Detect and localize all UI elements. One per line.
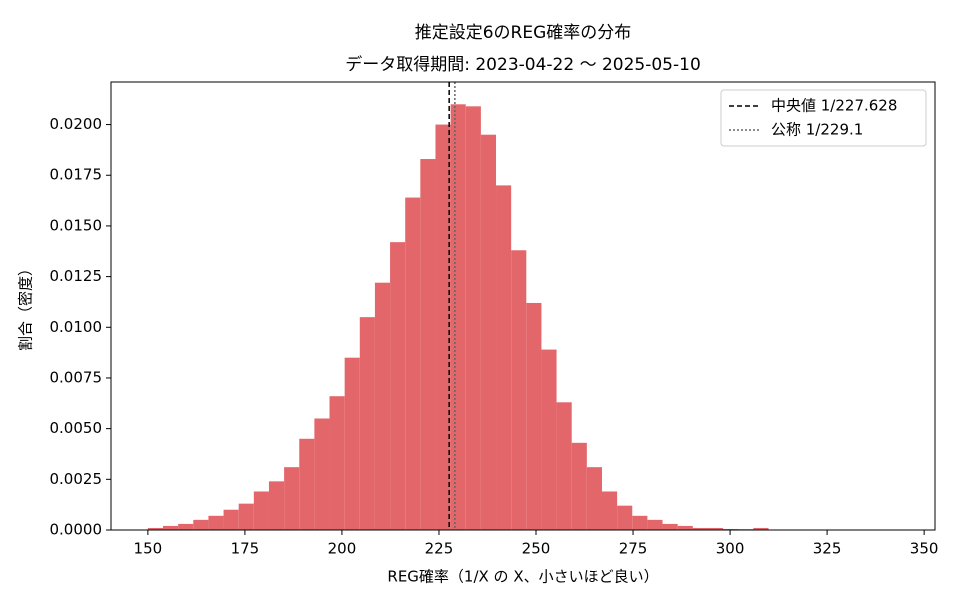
bar <box>753 527 769 530</box>
bar <box>556 402 572 530</box>
bar <box>238 503 254 530</box>
x-tick-label: 275 <box>619 540 648 558</box>
bar <box>723 528 739 530</box>
x-axis-label: REG確率（1/X の X、小さいほど良い） <box>387 568 658 586</box>
y-tick-label: 0.0125 <box>50 267 103 285</box>
x-tick-label: 250 <box>522 540 551 558</box>
bar <box>374 282 391 530</box>
plot-frame <box>110 81 936 531</box>
bar <box>163 525 179 530</box>
x-tick-label: 325 <box>813 540 842 558</box>
bar <box>450 104 466 530</box>
bar <box>677 525 693 530</box>
bar <box>147 527 164 530</box>
bar <box>496 185 512 530</box>
x-tick-label: 225 <box>425 540 454 558</box>
bar <box>632 515 648 530</box>
bar <box>662 523 678 530</box>
bar <box>586 467 602 530</box>
bar <box>465 106 481 530</box>
y-tick-label: 0.0200 <box>50 115 103 133</box>
y-tick-label: 0.0075 <box>50 368 103 386</box>
bar <box>480 134 497 531</box>
x-tick-label: 150 <box>134 540 163 558</box>
bar <box>208 515 224 530</box>
bar <box>268 481 285 530</box>
bar <box>707 527 724 530</box>
bar <box>178 523 194 530</box>
legend-box <box>720 89 927 147</box>
bar <box>511 250 527 530</box>
y-tick-label: 0.0150 <box>50 216 103 234</box>
y-tick-label: 0.0025 <box>50 470 103 488</box>
x-tick-label: 350 <box>910 540 939 558</box>
bar <box>571 442 587 530</box>
legend-label: 公称 1/229.1 <box>771 121 863 139</box>
bar <box>223 509 239 530</box>
chart-title: 推定設定6のREG確率の分布 <box>415 23 632 43</box>
bar <box>253 491 269 530</box>
bar <box>299 438 315 530</box>
bar <box>647 519 663 530</box>
bar <box>526 302 542 530</box>
bar <box>420 159 436 530</box>
bar <box>314 418 330 530</box>
x-tick-label: 200 <box>328 540 357 558</box>
bar <box>359 317 375 530</box>
y-axis-label: 割合（密度） <box>17 261 35 351</box>
bar <box>601 491 618 530</box>
bar <box>284 467 300 530</box>
y-tick-label: 0.0175 <box>50 166 103 184</box>
x-tick-label: 175 <box>231 540 260 558</box>
bar <box>405 197 421 530</box>
bar <box>692 527 708 530</box>
bar <box>329 396 345 530</box>
bar <box>390 242 406 531</box>
chart-subtitle: データ取得期間: 2023-04-22 〜 2025-05-10 <box>345 54 701 75</box>
bar <box>541 349 557 530</box>
bar <box>344 357 360 530</box>
y-tick-label: 0.0100 <box>50 318 103 336</box>
legend-label: 中央値 1/227.628 <box>771 97 897 115</box>
bar <box>617 505 633 530</box>
bar <box>435 124 451 531</box>
y-tick-label: 0.0000 <box>50 521 103 539</box>
bar <box>193 519 209 530</box>
y-tick-label: 0.0050 <box>50 419 103 437</box>
x-tick-label: 300 <box>716 540 745 558</box>
